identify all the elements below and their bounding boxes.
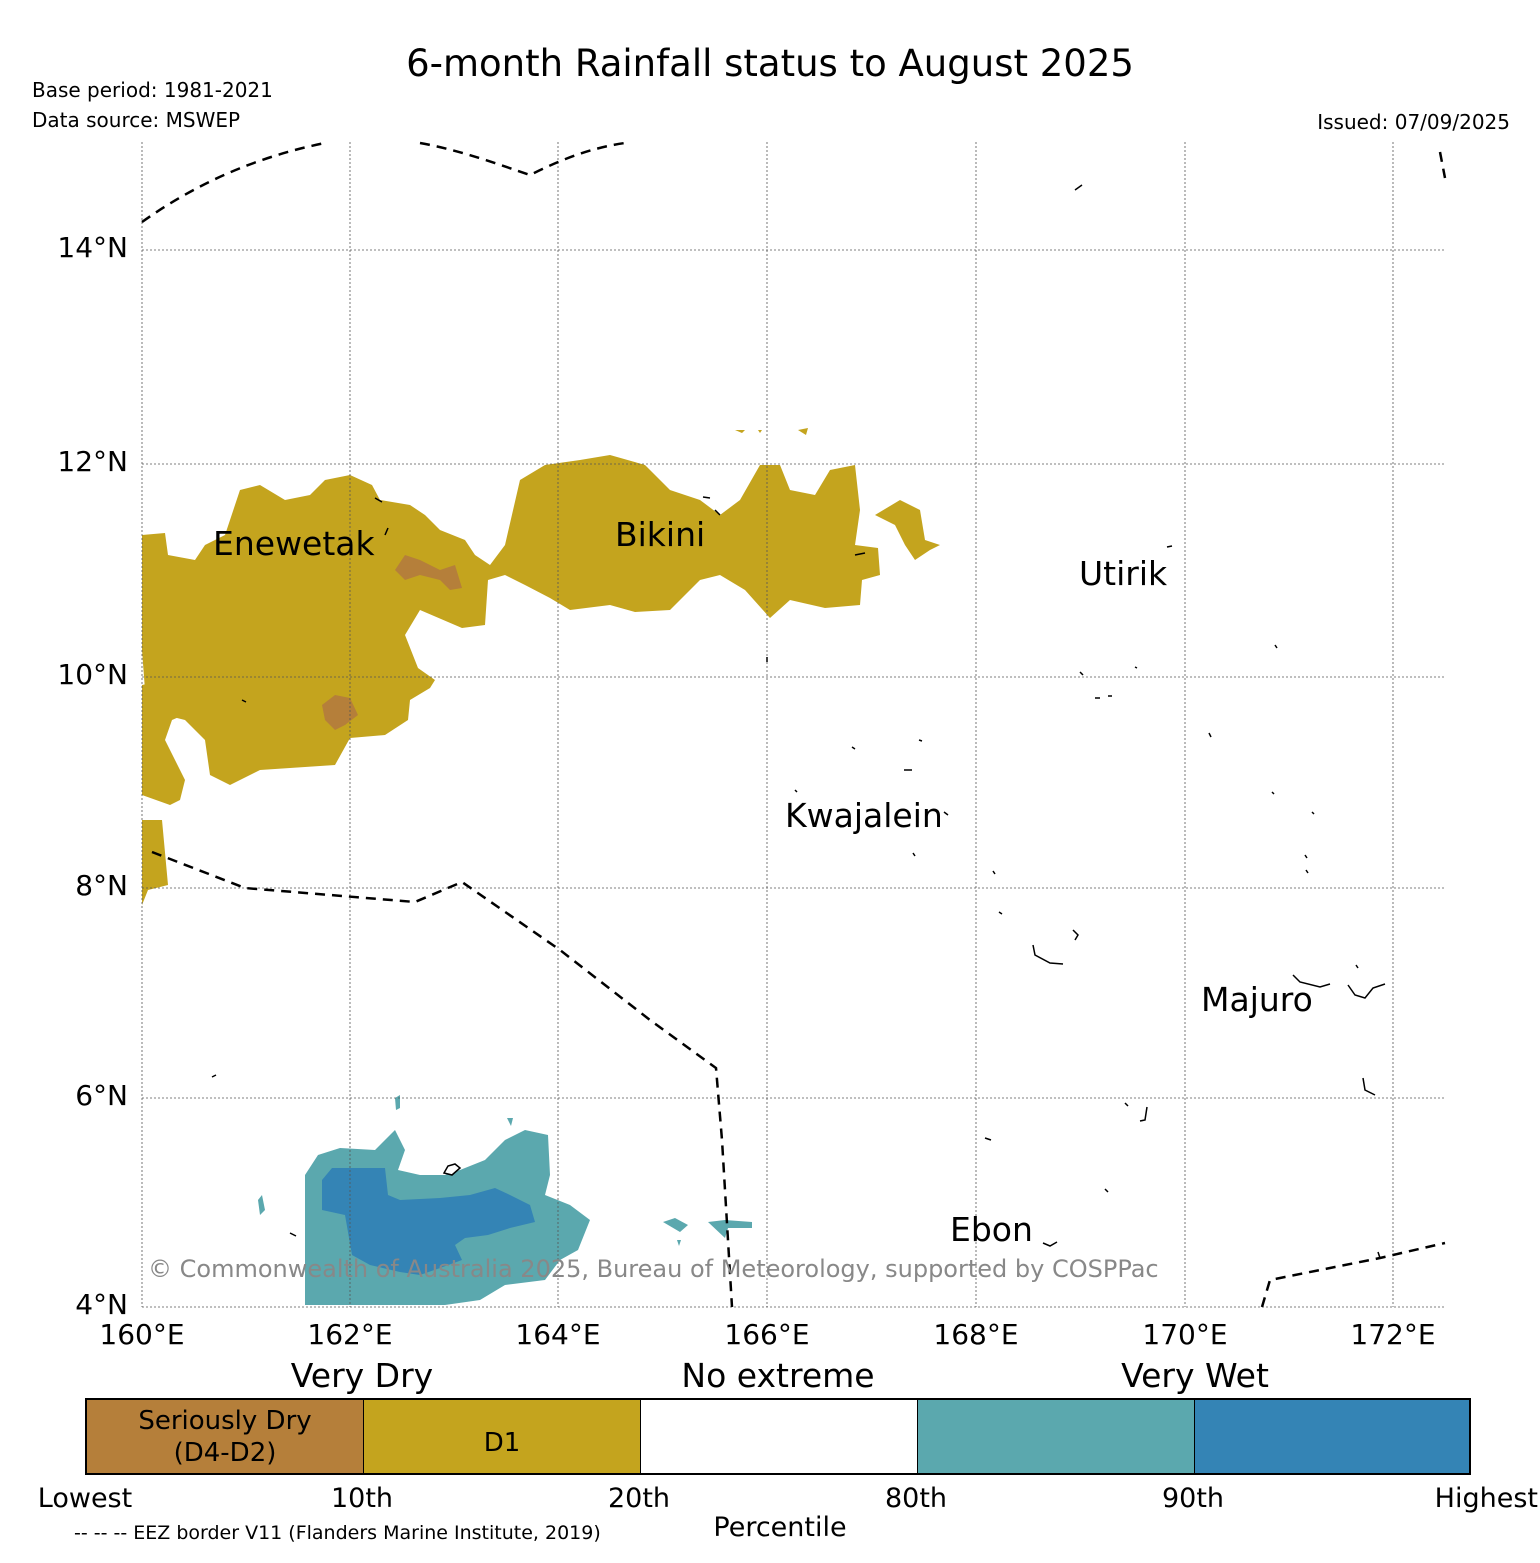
- gridlines: [141, 142, 1445, 1308]
- legend-heading-very-dry: Very Dry: [290, 1356, 434, 1395]
- place-majuro: Majuro: [1201, 980, 1313, 1019]
- copyright-note: © Commonwealth of Australia 2025, Bureau…: [148, 1255, 1159, 1283]
- lon-label-168e: 168°E: [933, 1318, 1019, 1351]
- legend-label-d4-d2: (D4-D2): [173, 1438, 277, 1468]
- legend-tick-highest: Highest: [1434, 1483, 1538, 1514]
- lat-label-4n: 4°N: [75, 1288, 128, 1321]
- data-source: Data source: MSWEP: [32, 108, 241, 132]
- chart-title: 6-month Rainfall status to August 2025: [406, 42, 1134, 85]
- legend-tick-80th: 80th: [884, 1483, 948, 1514]
- seriously-dry-region: [322, 555, 462, 730]
- lon-label-160e: 160°E: [99, 1318, 185, 1351]
- place-enewetak: Enewetak: [213, 524, 375, 563]
- legend-tick-20th: 20th: [607, 1483, 671, 1514]
- place-utirik: Utirik: [1079, 554, 1168, 593]
- base-period: Base period: 1981-2021: [32, 78, 273, 102]
- legend-segment-d1: D1: [364, 1400, 641, 1473]
- d1-dry-region: [142, 428, 940, 905]
- lat-label-6n: 6°N: [75, 1079, 128, 1112]
- legend-label-d1: D1: [483, 1428, 521, 1458]
- legend-segment-seriously-dry: Seriously Dry (D4-D2): [87, 1400, 364, 1473]
- legend-segment-no-extreme: [641, 1400, 918, 1473]
- lat-label-12n: 12°N: [57, 445, 128, 478]
- lon-label-172e: 172°E: [1350, 1318, 1436, 1351]
- lat-label-14n: 14°N: [57, 231, 128, 264]
- lon-label-164e: 164°E: [515, 1318, 601, 1351]
- very-wet-core: [322, 1168, 535, 1275]
- legend-heading-very-wet: Very Wet: [1121, 1356, 1269, 1395]
- eez-note: -- -- -- EEZ border V11 (Flanders Marine…: [74, 1522, 601, 1544]
- issued-date: Issued: 07/09/2025: [1317, 110, 1510, 134]
- legend-segment-very-wet-light: [918, 1400, 1195, 1473]
- place-kwajalein: Kwajalein: [785, 796, 943, 835]
- legend-heading-no-extreme: No extreme: [681, 1356, 875, 1395]
- lat-label-10n: 10°N: [57, 658, 128, 691]
- legend-label-seriously-dry: Seriously Dry: [138, 1406, 312, 1436]
- lat-label-8n: 8°N: [75, 869, 128, 902]
- islands: [211, 184, 1386, 1259]
- lon-label-166e: 166°E: [724, 1318, 810, 1351]
- legend-segment-very-wet-dark: [1195, 1400, 1469, 1473]
- legend-axis-label: Percentile: [713, 1512, 847, 1543]
- lon-label-170e: 170°E: [1142, 1318, 1228, 1351]
- lon-label-162e: 162°E: [307, 1318, 393, 1351]
- legend-colorbar: Seriously Dry (D4-D2) D1: [85, 1398, 1471, 1475]
- eez-borders: [141, 141, 1447, 1308]
- place-ebon: Ebon: [950, 1210, 1033, 1249]
- legend-tick-90th: 90th: [1161, 1483, 1225, 1514]
- legend-tick-10th: 10th: [330, 1483, 394, 1514]
- legend-tick-lowest: Lowest: [37, 1483, 133, 1514]
- place-bikini: Bikini: [615, 515, 706, 554]
